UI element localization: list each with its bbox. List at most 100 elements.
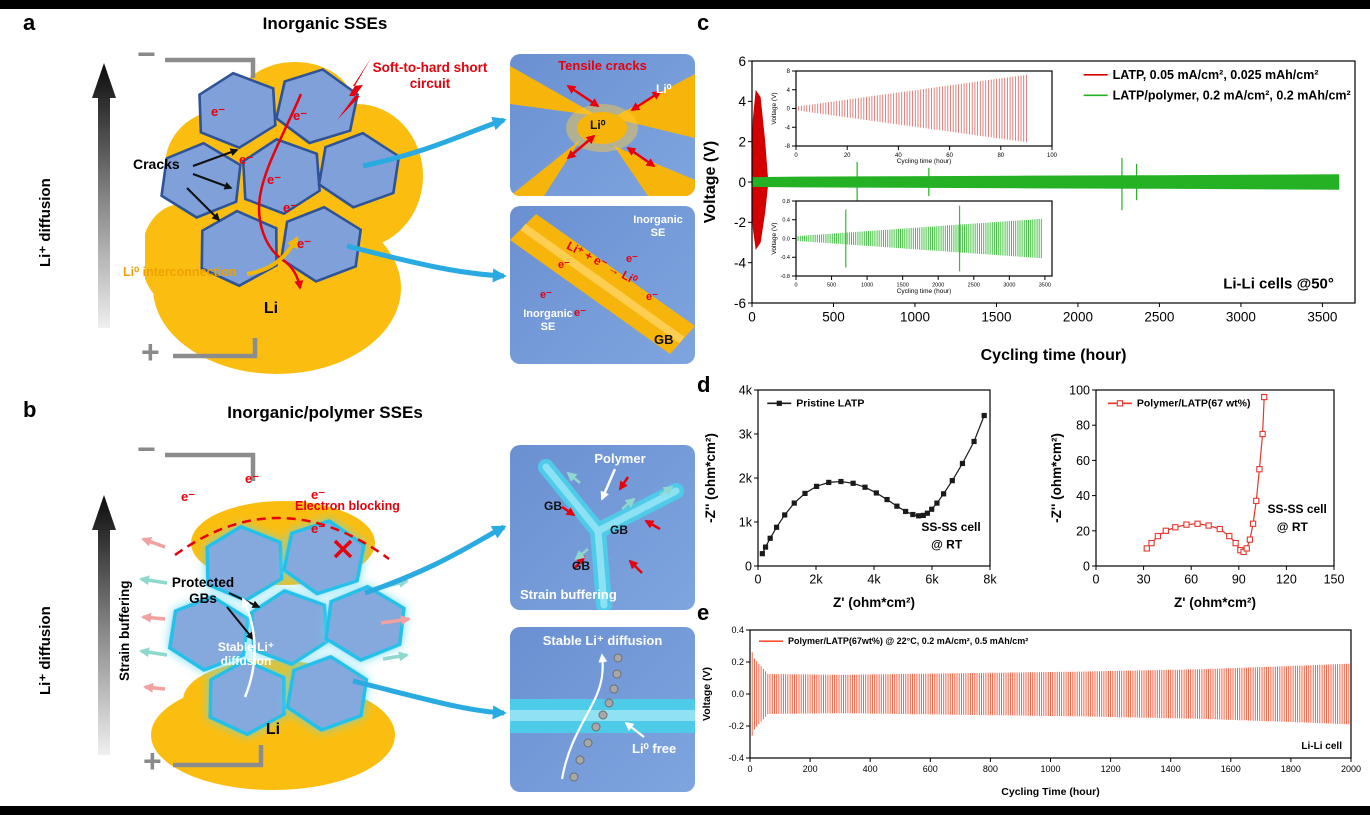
electron-label: e⁻ xyxy=(267,172,282,187)
data-marker xyxy=(934,500,940,506)
data-marker xyxy=(791,500,797,506)
strain-buffering-axis-label: Strain buffering xyxy=(117,580,132,681)
x-tick-label: 3000 xyxy=(1226,310,1256,325)
li-ion-dot xyxy=(575,755,585,765)
x-tick-label: 100 xyxy=(1047,153,1058,159)
chart-inset-latp-polymer: 0 500 1000 1500 2000 2500 3000 3500 -0.8 -0.4 0.0 0… xyxy=(771,199,1053,295)
x-tick-label: 2500 xyxy=(968,283,980,289)
panel-d-label: d xyxy=(697,372,711,397)
y-tick-label: -0.4 xyxy=(781,255,790,261)
panel-e-label: e xyxy=(697,600,710,625)
x-tick-label: 2500 xyxy=(1144,310,1174,325)
data-marker xyxy=(929,506,935,512)
y-axis-label: -Z'' (ohm*cm²) xyxy=(703,433,718,523)
li-diffusion-axis-label: Li⁺ diffusion xyxy=(37,178,54,268)
data-marker xyxy=(884,496,890,503)
gb-label: GB xyxy=(572,559,590,573)
annotation: @ RT xyxy=(1277,520,1309,534)
x-tick-label: 150 xyxy=(1324,573,1345,587)
data-marker xyxy=(910,511,916,518)
data-marker xyxy=(916,513,922,519)
y-tick-label: 20 xyxy=(1076,524,1090,538)
y-tick-label: 0.2 xyxy=(731,657,744,667)
li-ion-dot xyxy=(583,738,593,748)
y-tick-label: -0.2 xyxy=(728,721,744,731)
y-axis-label: Voltage (V) xyxy=(701,667,713,721)
data-marker xyxy=(1259,430,1266,438)
x-tick-label: 8k xyxy=(983,573,997,587)
li-ion-dot xyxy=(591,722,601,732)
y-tick-label: 4 xyxy=(787,88,791,94)
x-tick-label: 1400 xyxy=(1161,764,1181,774)
grain-fill xyxy=(323,584,408,661)
x-tick-label: 1000 xyxy=(861,283,873,289)
diffusion-path-arrow xyxy=(560,653,608,780)
y-axis-label: Voltage (V) xyxy=(771,222,778,254)
data-marker xyxy=(1253,497,1260,505)
data-marker xyxy=(1246,536,1254,543)
stable-diffusion-title: Stable Li⁺ diffusion xyxy=(542,633,663,648)
data-marker xyxy=(981,412,987,419)
data-marker xyxy=(813,483,820,489)
polymer-network-graphic xyxy=(538,459,684,610)
grain-boundary-graphic xyxy=(510,214,695,354)
legend-label: LATP/polymer, 0.2 mA/cm², 0.2 mAh/cm² xyxy=(1113,88,1351,102)
li-interconnection-label: Li⁰ interconnection xyxy=(123,265,237,279)
electron-label: e⁻ xyxy=(239,152,254,167)
negative-terminal: − xyxy=(137,36,156,72)
x-tick-label: 3500 xyxy=(1039,283,1051,289)
x-tick-label: 0 xyxy=(748,310,756,325)
x-tick-label: 0 xyxy=(794,283,797,289)
gb-label: GB xyxy=(544,499,562,513)
plot-frame xyxy=(1095,389,1335,567)
x-tick-label: 800 xyxy=(983,764,998,774)
y-tick-label: 80 xyxy=(1076,419,1090,433)
x-axis-label: Z' (ohm*cm²) xyxy=(1174,595,1256,610)
chart-nyquist-pristine-latp: 0 2k 4k 6k 8k 0 1k 2k 3k 4k Z' (ohm*cm²) -Z'' (ohm*… xyxy=(703,384,998,611)
y-tick-label: -8 xyxy=(785,144,791,150)
data-marker xyxy=(1154,532,1162,540)
negative-wire xyxy=(165,452,256,481)
li0-wedge xyxy=(614,146,695,196)
li-diffusion-gradient-arrow xyxy=(92,495,116,755)
x-tick-label: 1500 xyxy=(981,310,1011,325)
data-marker xyxy=(826,479,832,485)
annotation: @ RT xyxy=(931,537,963,551)
y-tick-label: 6 xyxy=(738,54,746,69)
tensile-stress-arrow xyxy=(566,84,600,108)
y-axis-label: -Z'' (ohm*cm²) xyxy=(1049,433,1064,523)
x-tick-label: 2000 xyxy=(932,283,944,289)
x-axis-label: Z' (ohm*cm²) xyxy=(833,595,915,610)
buffer-arrow xyxy=(659,485,674,497)
data-marker xyxy=(1172,524,1179,531)
x-tick-label: 40 xyxy=(895,153,902,159)
li-diffusion-axis-label: Li⁺ diffusion xyxy=(37,606,54,695)
x-tick-label: 2k xyxy=(809,573,823,587)
y-tick-label: 4k xyxy=(739,384,753,398)
li-diffusion-gradient-arrow xyxy=(92,63,116,328)
panel-a-label: a xyxy=(23,10,36,35)
data-marker xyxy=(1261,393,1268,401)
x-tick-label: 0 xyxy=(755,573,762,587)
stress-arrow xyxy=(618,476,630,491)
x-tick-label: 30 xyxy=(1137,573,1151,587)
x-tick-label: 600 xyxy=(923,764,938,774)
x-axis-label: Cycling time (hour) xyxy=(897,288,952,295)
li-metal-label: Li xyxy=(263,300,279,317)
electron-label: e⁻ xyxy=(297,236,312,251)
inset-polymer-gb: Polymer GB GB GB Strain buffering xyxy=(510,445,695,610)
annotation: Li-Li cell xyxy=(1301,741,1342,752)
panel-b: b Inorganic/polymer SSEs xyxy=(15,395,695,807)
li-metal-label: Li xyxy=(265,721,281,738)
y-tick-label: 2 xyxy=(738,135,746,150)
series-envelope xyxy=(751,174,1340,190)
li-ion-dot xyxy=(598,710,608,720)
y-tick-label: -0.8 xyxy=(781,274,790,280)
data-marker xyxy=(873,490,879,496)
li-ion-dot xyxy=(569,772,579,782)
data-marker xyxy=(924,510,930,516)
li-ion-dot xyxy=(604,698,614,708)
panel-a-title: Inorganic SSEs xyxy=(262,14,388,33)
annotation: Li-Li cells @50° xyxy=(1223,275,1334,292)
